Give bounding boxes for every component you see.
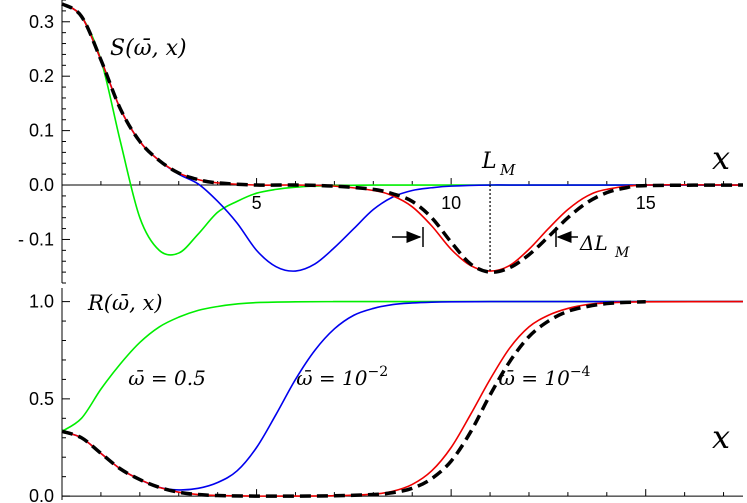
top-x-axis-label: x (712, 139, 730, 177)
omega-label: ω̄ = 0.5 (128, 366, 206, 390)
top-curve-label: S(ω̄, x) (110, 36, 187, 61)
series-line (61, 300, 743, 491)
y-tick-label: - 0.1 (18, 229, 54, 249)
lm-label: L (481, 149, 497, 174)
omega-label: ω̄ = 10−4 (499, 364, 591, 390)
lm-subscript: M (499, 161, 516, 179)
y-tick-label: 0.0 (29, 486, 54, 503)
top-axes: 0.3 0.2 0.1 0.0 - 0.1 5 10 15 (18, 0, 743, 284)
y-tick-label: 0.0 (29, 175, 54, 195)
x-tick-label: 5 (252, 193, 262, 213)
y-tick-label: 0.5 (29, 389, 54, 409)
dlm-label: ΔL (579, 231, 608, 255)
bottom-axes: 0.00.51.051015 (29, 288, 743, 503)
series-line (61, 300, 744, 497)
top-panel: 0.3 0.2 0.1 0.0 - 0.1 5 10 15 S(ω̄, x) x L M ΔL… (18, 0, 744, 284)
y-tick-label: 0.2 (29, 66, 54, 86)
x-tick-label: 15 (636, 193, 656, 213)
y-tick-label: 0.3 (29, 12, 54, 32)
x-tick-label: 10 (441, 193, 461, 213)
bottom-annotations: R(ω̄, x) x ω̄ = 0.5 ω̄ = 10−2 ω̄ = 10−4 (87, 291, 730, 456)
series-line-dashed (61, 300, 646, 498)
y-tick-label: 1.0 (29, 292, 54, 312)
top-annotations: S(ω̄, x) x L M ΔL M (110, 36, 730, 273)
bottom-panel: 0.00.51.051015 R(ω̄, x) x ω̄ = 0.5ω̄ = 1… (29, 288, 744, 503)
series-line-dashed (61, 2, 744, 274)
bottom-series-group (61, 300, 744, 498)
series-line (61, 3, 743, 256)
omega-label: ω̄ = 10−2 (296, 364, 388, 390)
series-line (61, 300, 743, 433)
bottom-x-axis-label: x (712, 418, 730, 456)
y-tick-label: 0.1 (29, 121, 54, 141)
bottom-curve-label: R(ω̄, x) (87, 291, 163, 315)
top-series-group (61, 2, 744, 274)
dlm-subscript: M (614, 245, 630, 261)
